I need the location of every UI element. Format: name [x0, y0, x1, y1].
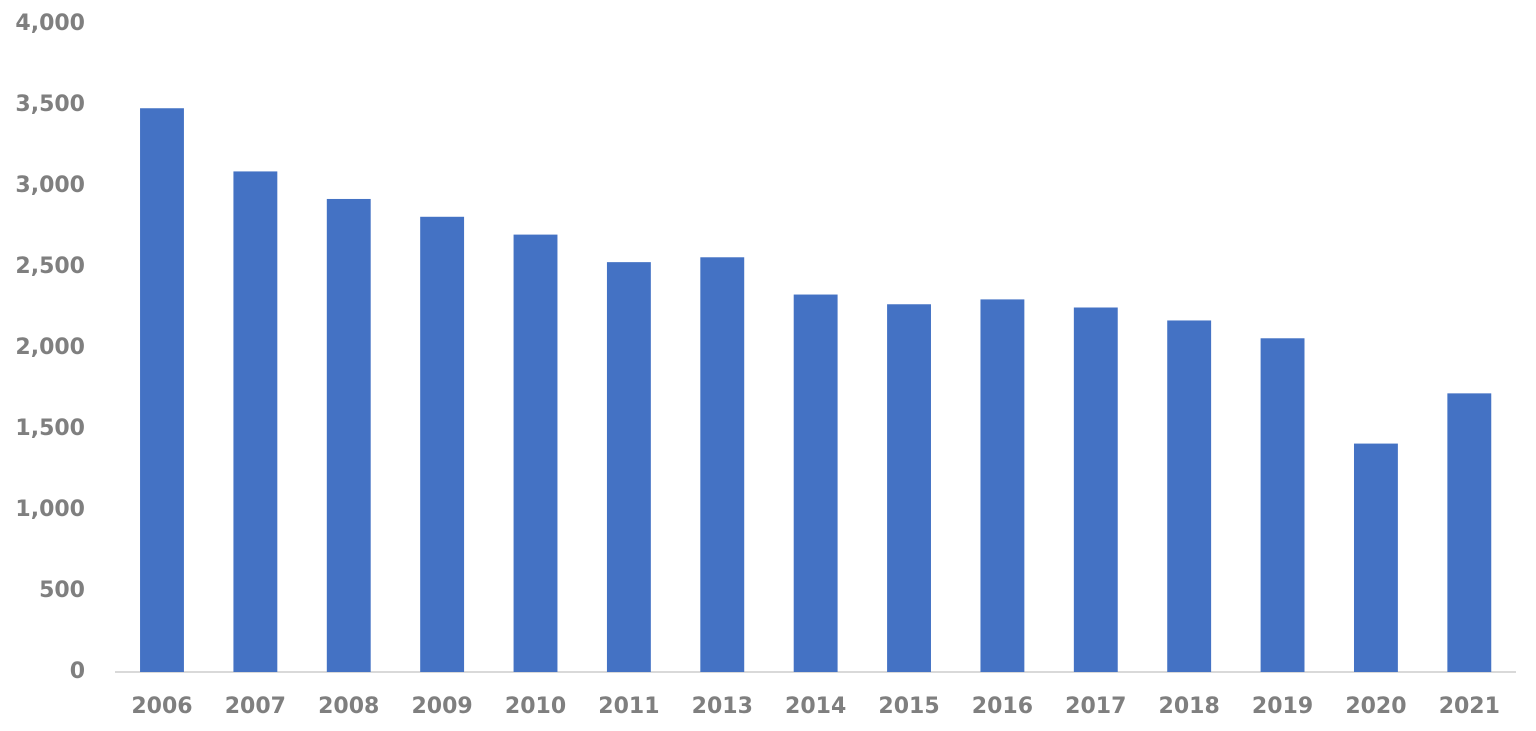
y-tick-label: 0 [70, 659, 85, 684]
x-tick-label: 2021 [1439, 694, 1500, 719]
x-tick-label: 2014 [785, 694, 846, 719]
bar [1167, 320, 1212, 672]
bar [1073, 307, 1118, 672]
x-tick-label: 2018 [1159, 694, 1220, 719]
y-tick-label: 4,000 [15, 11, 85, 36]
x-tick-label: 2008 [318, 694, 379, 719]
bar [700, 257, 745, 672]
bar [1447, 393, 1492, 672]
y-tick-label: 3,000 [15, 173, 85, 198]
x-tick-label: 2006 [131, 694, 192, 719]
bar [420, 216, 465, 672]
y-tick-label: 500 [39, 578, 85, 603]
bar [887, 304, 931, 672]
x-tick-label: 2015 [878, 694, 939, 719]
y-tick-label: 1,000 [15, 497, 85, 522]
bar [140, 108, 184, 673]
y-tick-label: 3,500 [15, 92, 85, 117]
bar [1353, 443, 1398, 672]
bar [793, 294, 838, 672]
x-tick-label: 2016 [972, 694, 1033, 719]
x-tick-label: 2007 [225, 694, 286, 719]
bar [233, 171, 278, 673]
x-tick-label: 2019 [1252, 694, 1313, 719]
bar [606, 262, 651, 672]
bar [980, 299, 1025, 672]
x-tick-label: 2020 [1345, 694, 1406, 719]
bar [1260, 338, 1305, 672]
x-tick-label: 2010 [505, 694, 566, 719]
x-tick-label: 2009 [412, 694, 473, 719]
y-tick-label: 2,000 [15, 335, 85, 360]
bar [513, 234, 558, 672]
y-tick-label: 2,500 [15, 254, 85, 279]
y-tick-label: 1,500 [15, 416, 85, 441]
x-tick-label: 2011 [598, 694, 659, 719]
x-tick-label: 2013 [692, 694, 753, 719]
bar [326, 198, 371, 672]
x-tick-label: 2017 [1065, 694, 1126, 719]
